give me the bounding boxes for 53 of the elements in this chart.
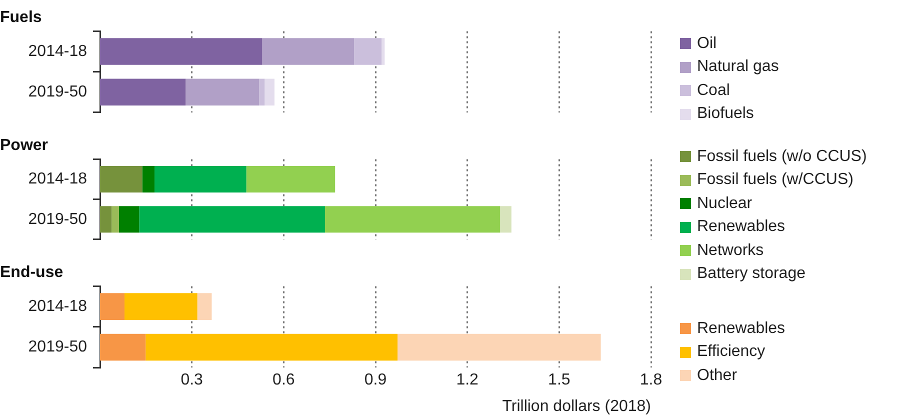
bar [112, 206, 119, 233]
legend-label: Natural gas [697, 58, 779, 76]
bar [100, 334, 146, 361]
legend-label: Fossil fuels (w/o CCUS) [697, 148, 867, 166]
y-tick-label: 2019-50 [28, 338, 88, 356]
x-axis-title: Trillion dollars (2018) [502, 398, 651, 415]
chart-title: End-use [0, 264, 64, 282]
chart-title: Fuels [0, 9, 42, 26]
x-tick-label: 1.2 [456, 372, 479, 389]
y-tick-label: 2014-18 [28, 42, 88, 60]
bar [324, 206, 500, 233]
legend-label: Renewables [697, 218, 786, 236]
legend-label: Nuclear [697, 194, 752, 213]
x-tick-label: 0.9 [364, 372, 387, 389]
bar [100, 206, 112, 233]
x-tick-label: 0.3 [180, 372, 204, 389]
bar [118, 206, 140, 233]
bar [262, 38, 354, 65]
legend-label: Other [697, 366, 738, 385]
bar [124, 293, 198, 320]
legend-label: Renewables [697, 320, 786, 338]
bar [100, 38, 262, 65]
x-tick-label: 1.8 [640, 372, 662, 389]
y-tick-label: 2019-50 [28, 210, 88, 228]
legend-label: Battery storage [697, 265, 806, 284]
bar [246, 166, 336, 192]
legend-label: Fossil fuels (w/CCUS) [697, 171, 854, 190]
bar [197, 293, 212, 320]
bar [100, 166, 142, 192]
y-tick-label: 2019-50 [28, 84, 88, 101]
legend-label: Efficiency [697, 343, 766, 362]
bar [500, 206, 512, 233]
bar [142, 166, 154, 192]
bar [100, 78, 186, 106]
bar [382, 38, 385, 65]
bar [398, 334, 601, 361]
bar [264, 78, 274, 106]
bar [354, 38, 382, 65]
legend-label: Coal [697, 82, 730, 100]
bar [186, 78, 260, 106]
legend-label: Oil [697, 34, 717, 53]
bar [100, 293, 124, 320]
legend-label: Networks [697, 242, 764, 260]
bar [139, 206, 325, 233]
legend-label: Biofuels [697, 105, 754, 124]
y-tick-label: 2014-18 [28, 170, 88, 188]
bar [154, 166, 246, 192]
x-tick-label: 0.6 [272, 372, 295, 389]
chart-title: Power [0, 137, 48, 154]
y-tick-label: 2014-18 [28, 298, 88, 315]
bar [259, 78, 265, 106]
bar [146, 334, 398, 361]
x-tick-label: 1.5 [548, 372, 570, 389]
